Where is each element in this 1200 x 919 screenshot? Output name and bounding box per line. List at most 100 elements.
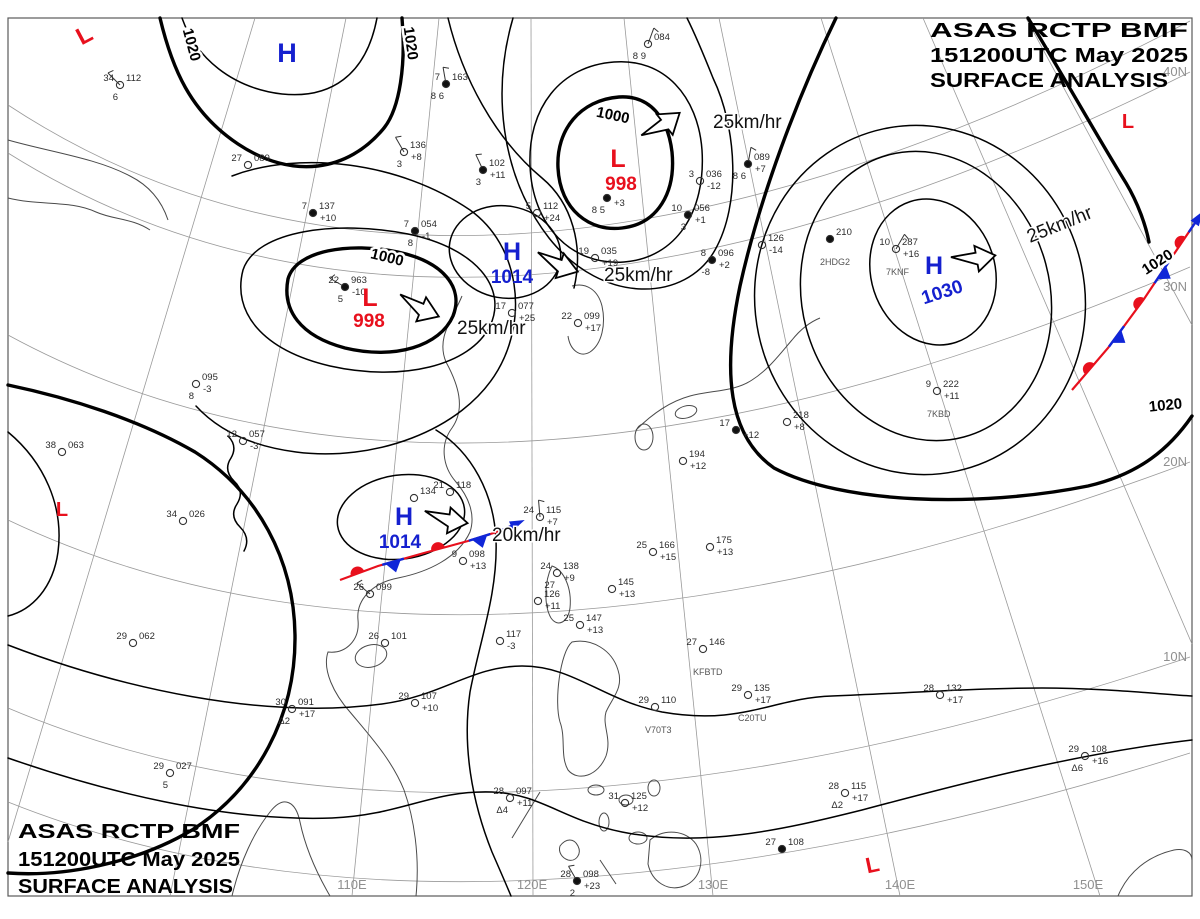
station-circle-icon [365, 589, 375, 599]
map-title-line1: ASAS RCTP BMF [18, 821, 240, 843]
station-plot: 28 132+17 [923, 683, 963, 706]
station-tendency: +17 [299, 709, 315, 720]
pressure-center-L-998: L [362, 284, 377, 312]
station-circle-icon [935, 690, 945, 700]
longitude-label: 130E [698, 877, 729, 892]
station-temperature: 7 [435, 72, 440, 83]
high-marker: H [277, 38, 297, 68]
station-temperature: 17 [719, 418, 730, 429]
station-tendency: +2 [719, 260, 730, 271]
station-plot: 27 089 [231, 153, 270, 170]
station-temperature: 29 [153, 761, 164, 772]
arrow-icon [640, 111, 681, 137]
station-pressure: 112 [126, 73, 141, 84]
station-pressure: 137 [319, 201, 335, 212]
station-weather: 6 [113, 92, 118, 103]
station-plot: 089+7 8 6 [733, 146, 770, 182]
station-pressure: 117 [506, 629, 521, 640]
station-circle-icon [840, 788, 850, 798]
station-plot: 145+13 [607, 577, 635, 600]
pressure-center-H-1014: H [395, 503, 413, 531]
pressure-center-value: 1014 [379, 532, 422, 553]
wind-barb-icon [895, 234, 905, 250]
movement-arrow [950, 244, 997, 274]
coast-korea [567, 284, 604, 355]
station-pressure: 963 [351, 275, 367, 286]
low-marker: L [863, 851, 881, 878]
station-temperature: 17 [495, 301, 506, 312]
station-temperature: 9 [452, 549, 457, 560]
station-tendency: +19 [602, 258, 618, 269]
wind-barb-icon [538, 500, 541, 518]
station-temperature: 34 [166, 509, 177, 520]
wind-barb-icon [647, 27, 655, 45]
station-tendency: +9 [564, 573, 575, 584]
isobar-label: 1020 [1139, 246, 1176, 278]
wind-barb-tick-icon [442, 66, 450, 69]
station-circle-icon [287, 704, 297, 714]
station-tendency: +11 [944, 391, 959, 402]
station-pressure: 145 [618, 577, 634, 588]
movement-arrows: 25km/hr 25km/hr 25km/hr 25km/hr 20km/hr [399, 111, 1098, 548]
station-weather: 8 5 [592, 205, 605, 216]
station-plot: 29 107+10 [398, 691, 438, 714]
wind-barb-tick-icon [538, 499, 545, 503]
station-plot: 28 098+23 2 [560, 864, 600, 899]
station-pressure: 077 [518, 301, 534, 312]
station-plot: 31 125+12 [608, 791, 648, 814]
station-circle-icon [707, 255, 717, 265]
isobars [6, 16, 1194, 897]
isobar-label: 1000 [595, 104, 631, 128]
station-plot: 10 056+1 3 [671, 203, 709, 233]
map-title-line3: SURFACE ANALYSIS [930, 70, 1168, 92]
station-temperature: 27 [765, 837, 776, 848]
station-tendency: +12 [632, 803, 648, 814]
station-pressure: 056 [694, 203, 710, 214]
station-circle-icon [607, 584, 617, 594]
station-circle-icon [238, 436, 248, 446]
station-temperature: 22 [328, 275, 339, 286]
station-pressure: 098 [583, 869, 599, 880]
movement-arrow [424, 505, 470, 535]
station-temperature: 28 [923, 683, 934, 694]
station-circle-icon [891, 244, 901, 254]
station-circle-icon [128, 638, 138, 648]
station-circle-icon [678, 456, 688, 466]
isobar-1000 [285, 246, 458, 354]
station-plot: 29 110 V70T3 [638, 695, 676, 735]
station-circle-icon [115, 80, 125, 90]
title-block-top-right: ASAS RCTP BMF 151200UTC May 2025 SURFACE… [930, 20, 1188, 92]
isobar-1020 [158, 16, 405, 169]
station-pressure: 163 [452, 72, 468, 83]
station-plot: 8 096+2 -8 [701, 248, 734, 278]
station-plot: 21 118 [433, 480, 471, 497]
station-temperature: 8 [701, 248, 706, 259]
isobar-label: 1020 [1148, 395, 1183, 415]
station-circle-icon [505, 793, 515, 803]
station-pressure: 108 [1091, 744, 1107, 755]
station-temperature: 7 [404, 219, 409, 230]
coast-japan [635, 317, 821, 431]
station-circle-icon [552, 568, 562, 578]
station-pressure: 084 [654, 32, 670, 43]
station-circle-icon [340, 282, 350, 292]
station-pressure: 026 [189, 509, 205, 520]
station-circle-icon [643, 39, 653, 49]
station-circle-icon [507, 308, 517, 318]
station-pressure: 089 [754, 152, 770, 163]
isobar-label: 1000 [369, 245, 405, 270]
trough-line [226, 435, 248, 552]
longitude-label: 110E [337, 877, 367, 892]
longitude-label: 120E [517, 877, 548, 892]
wind-barb-tick-icon [107, 69, 114, 74]
coast-palawan [511, 791, 541, 839]
station-pressure: 287 [902, 237, 918, 248]
station-circle-icon [410, 698, 420, 708]
station-circle-icon [698, 644, 708, 654]
isobar-1020 [728, 16, 1194, 502]
longitude-label: 140E [885, 877, 916, 892]
station-weather: 5 [338, 294, 343, 305]
station-plot: 126+11 [533, 589, 560, 612]
station-plot: 22 099+17 [561, 311, 601, 334]
